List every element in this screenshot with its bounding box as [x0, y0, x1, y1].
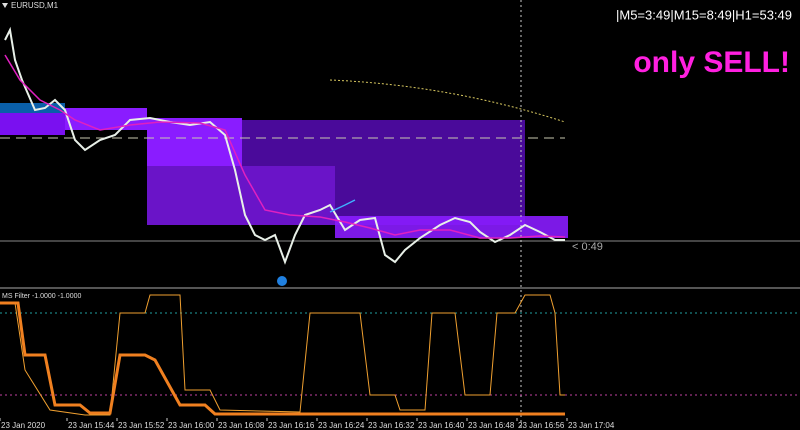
- zone: [335, 216, 568, 238]
- candle-timer: |M5=3:49|M15=8:49|H1=53:49: [616, 7, 792, 22]
- signal-text: only SELL!: [633, 46, 790, 79]
- time-label: 23 Jan 16:48: [468, 421, 515, 430]
- time-label: 23 Jan 15:44: [68, 421, 115, 430]
- indicator-label: MS Filter -1.0000 -1.0000: [2, 293, 81, 300]
- time-label: 23 Jan 15:52: [118, 421, 165, 430]
- time-label: 23 Jan 16:56: [518, 421, 565, 430]
- filter-line-thin: [0, 294, 565, 416]
- time-label: 23 Jan 16:16: [268, 421, 315, 430]
- time-label: 23 Jan 16:32: [368, 421, 415, 430]
- time-label: 23 Jan 16:24: [318, 421, 365, 430]
- moving-average-up: [329, 199, 356, 213]
- trend-curve: [329, 79, 566, 123]
- zone: [0, 113, 65, 135]
- time-label: 23 Jan 16:40: [418, 421, 465, 430]
- time-label: 23 Jan 16:08: [218, 421, 265, 430]
- time-label: 23 Jan 16:00: [168, 421, 215, 430]
- moving-average: [4, 54, 566, 239]
- timer-label: < 0:49: [572, 241, 603, 253]
- filter-line-thick: [0, 301, 565, 416]
- price-line: [4, 26, 565, 265]
- signal-arrow: [277, 276, 287, 286]
- time-label: 23 Jan 17:04: [568, 421, 615, 430]
- time-label: 23 Jan 2020: [1, 421, 46, 430]
- symbol-icon: [2, 3, 8, 8]
- zone: [0, 103, 65, 113]
- symbol-label: EURUSD,M1: [11, 1, 59, 10]
- time-axis: 23 Jan 2020 23 Jan 15:44 23 Jan 15:52 23 Ja…: [0, 418, 615, 430]
